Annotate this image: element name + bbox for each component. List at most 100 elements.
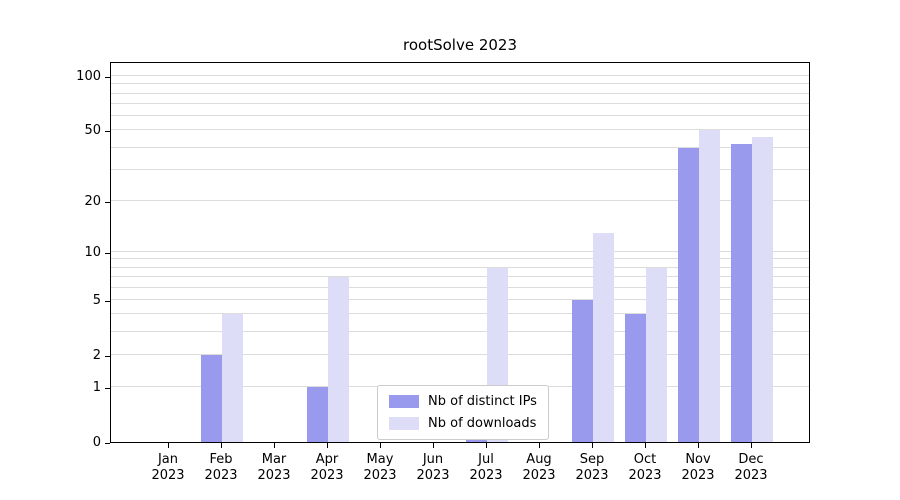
bar-oct-downloads	[646, 267, 667, 442]
x-tick-month: Jun	[422, 452, 444, 467]
x-tick-label-oct: Oct 2023	[613, 452, 677, 484]
y-tick-mark	[105, 443, 110, 444]
bar-apr-distinct-ips	[307, 387, 328, 442]
legend: Nb of distinct IPs Nb of downloads	[377, 385, 549, 440]
x-tick-label-jun: Jun 2023	[401, 452, 465, 484]
bar-sep-distinct-ips	[572, 299, 593, 442]
x-tick-label-jan: Jan 2023	[136, 452, 200, 484]
legend-label: Nb of downloads	[428, 416, 537, 431]
bar-oct-distinct-ips	[625, 314, 646, 442]
x-tick-month: Apr	[315, 452, 339, 467]
x-tick-mark	[486, 443, 487, 448]
y-tick-mark	[105, 355, 110, 357]
x-tick-month: Aug	[526, 452, 552, 467]
x-tick-year: 2023	[416, 468, 450, 483]
x-tick-year: 2023	[469, 468, 503, 483]
x-tick-month: Oct	[633, 452, 657, 467]
y-tick-label-5: 5	[92, 292, 101, 308]
x-tick-year: 2023	[363, 468, 397, 483]
x-tick-label-jul: Jul 2023	[454, 452, 518, 484]
gridline	[111, 75, 809, 76]
x-tick-label-apr: Apr 2023	[295, 452, 359, 484]
x-tick-mark	[539, 443, 540, 448]
x-tick-month: Mar	[261, 452, 287, 467]
legend-row: Nb of distinct IPs	[389, 394, 537, 409]
y-tick-label-0: 0	[92, 435, 101, 450]
x-tick-year: 2023	[204, 468, 238, 483]
bar-feb-downloads	[222, 314, 243, 442]
gridline	[111, 115, 809, 116]
gridline	[111, 353, 809, 355]
y-tick-label-2: 2	[92, 347, 101, 363]
x-tick-label-dec: Dec 2023	[719, 452, 783, 484]
gridline	[111, 331, 809, 333]
x-tick-year: 2023	[151, 468, 185, 483]
x-tick-mark	[645, 443, 646, 448]
bar-feb-distinct-ips	[201, 354, 222, 442]
gridline	[111, 146, 809, 148]
x-tick-label-feb: Feb 2023	[189, 452, 253, 484]
x-tick-year: 2023	[310, 468, 344, 483]
legend-row: Nb of downloads	[389, 416, 537, 431]
x-tick-mark	[698, 443, 699, 448]
y-tick-mark	[105, 201, 110, 203]
gridline	[111, 313, 809, 315]
x-tick-mark	[433, 443, 434, 448]
bar-apr-downloads	[328, 277, 349, 442]
x-tick-year: 2023	[681, 468, 715, 483]
gridline	[111, 168, 809, 170]
bar-nov-distinct-ips	[678, 147, 699, 442]
y-tick-mark	[105, 77, 110, 78]
y-tick-label-1: 1	[92, 380, 101, 395]
x-tick-label-nov: Nov 2023	[666, 452, 730, 484]
x-tick-mark	[327, 443, 328, 448]
plot-area: Nb of distinct IPs Nb of downloads	[110, 62, 810, 443]
x-tick-month: Feb	[209, 452, 233, 467]
x-tick-mark	[168, 443, 169, 448]
x-tick-mark	[274, 443, 275, 448]
gridline	[111, 129, 809, 131]
gridline	[111, 102, 809, 104]
gridline	[111, 266, 809, 268]
y-tick-mark	[105, 388, 110, 389]
x-tick-year: 2023	[257, 468, 291, 483]
legend-label: Nb of distinct IPs	[428, 394, 537, 409]
gridline	[111, 298, 809, 300]
bar-dec-distinct-ips	[731, 143, 752, 442]
legend-swatch-downloads	[389, 417, 419, 430]
x-tick-mark	[751, 443, 752, 448]
x-tick-mark	[380, 443, 381, 448]
x-tick-month: Sep	[579, 452, 605, 467]
x-tick-month: May	[366, 452, 394, 467]
y-tick-mark	[105, 131, 110, 133]
x-tick-label-may: May 2023	[348, 452, 412, 484]
y-tick-label-10: 10	[84, 244, 101, 260]
x-tick-label-aug: Aug 2023	[507, 452, 571, 484]
x-tick-year: 2023	[522, 468, 556, 483]
x-tick-year: 2023	[734, 468, 768, 483]
y-tick-label-20: 20	[84, 193, 101, 209]
x-tick-year: 2023	[628, 468, 662, 483]
bar-nov-downloads	[699, 130, 720, 442]
gridline	[111, 258, 809, 260]
x-tick-year: 2023	[575, 468, 609, 483]
gridline	[111, 250, 809, 252]
x-tick-month: Nov	[685, 452, 711, 467]
chart-title: rootSolve 2023	[403, 36, 517, 54]
x-tick-mark	[221, 443, 222, 448]
x-tick-label-sep: Sep 2023	[560, 452, 624, 484]
legend-swatch-distinct-ips	[389, 395, 419, 408]
bar-sep-downloads	[593, 232, 614, 442]
y-tick-mark	[105, 252, 110, 254]
bar-dec-downloads	[752, 136, 773, 442]
x-tick-month: Jan	[157, 452, 179, 467]
gridline	[111, 286, 809, 288]
x-tick-mark	[592, 443, 593, 448]
gridline	[111, 199, 809, 201]
x-tick-month: Dec	[738, 452, 764, 467]
x-tick-month: Jul	[478, 452, 494, 467]
gridline	[111, 92, 809, 94]
gridline	[111, 83, 809, 85]
x-tick-label-mar: Mar 2023	[242, 452, 306, 484]
